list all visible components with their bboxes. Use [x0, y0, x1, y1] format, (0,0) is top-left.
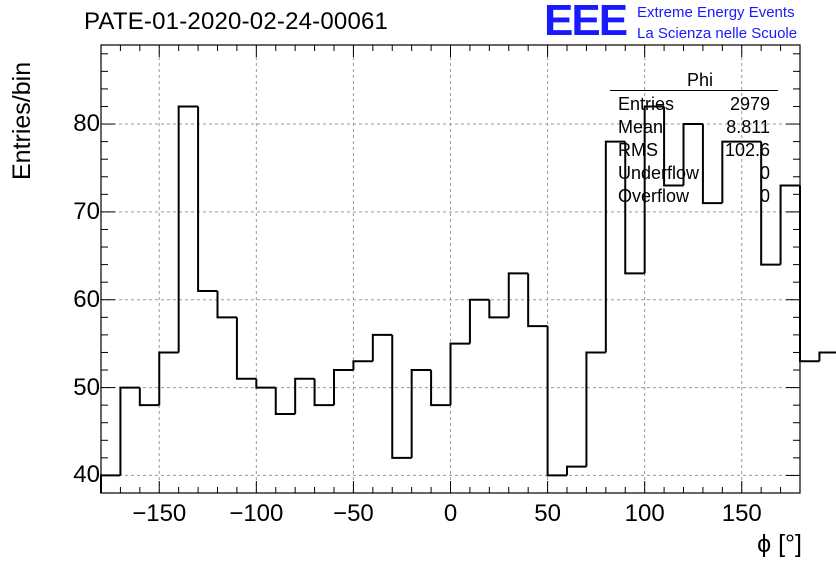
histogram-bin	[643, 105, 665, 274]
histogram-bin	[100, 474, 121, 493]
y-tick-label: 60	[73, 285, 100, 313]
histogram-bin	[468, 298, 490, 344]
histogram-bin	[235, 317, 257, 380]
stats-value: 8.811	[726, 117, 770, 137]
histogram-bin	[527, 273, 548, 328]
histogram-bin	[158, 351, 179, 406]
x-tick-label: −100	[229, 500, 284, 527]
histogram-bin	[197, 106, 218, 292]
x-tick-label: 100	[624, 500, 665, 527]
histogram-bin	[818, 351, 836, 362]
histogram-bin	[371, 333, 393, 362]
y-axis-label: Entries/bin	[8, 61, 36, 180]
x-tick-label: −50	[333, 500, 374, 527]
stats-value: 102.6	[724, 140, 770, 160]
stats-divider	[610, 90, 778, 91]
histogram-bin	[799, 185, 820, 363]
stats-row-rms: RMS 102.6	[610, 139, 778, 162]
histogram-bin	[701, 124, 723, 205]
stats-row-mean: Mean 8.811	[610, 116, 778, 139]
stats-box: Phi Entries 2979 Mean 8.811 RMS 102.6 Un…	[610, 70, 778, 208]
histogram-bin	[507, 272, 529, 318]
histogram-bin	[760, 141, 781, 266]
x-axis-label: ϕ [°]	[757, 530, 802, 558]
stats-value: 2979	[729, 94, 770, 114]
logo-line-2: La Scienza nelle Scuole	[637, 25, 798, 42]
histogram-bin	[313, 378, 334, 407]
plot-frame	[100, 44, 801, 494]
stats-label: RMS	[618, 140, 658, 160]
histogram-bin	[177, 105, 199, 353]
histogram-bin	[430, 370, 451, 407]
histogram-bin	[449, 342, 470, 406]
y-tick-label: 80	[73, 110, 100, 138]
histogram-bin	[138, 387, 160, 407]
x-tick-label: 150	[721, 500, 762, 527]
histogram-bin	[294, 377, 315, 414]
histogram-bin	[624, 141, 645, 275]
histogram-bin	[604, 140, 626, 353]
y-tick-label: 70	[73, 197, 100, 225]
stats-title: Phi	[686, 70, 713, 90]
stats-row-underflow: Underflow 0	[610, 162, 778, 185]
stats-row-overflow: Overflow 0	[610, 185, 778, 208]
stats-label: Entries	[618, 94, 675, 114]
histogram-bin	[391, 334, 412, 459]
stats-value: 0	[759, 186, 770, 206]
histogram-bin	[274, 387, 296, 415]
histogram-bin	[410, 369, 432, 458]
stats-label: Underflow	[618, 163, 700, 183]
histogram-bin	[721, 140, 742, 204]
histogram-bin	[585, 351, 606, 467]
eee-logo: EEE	[544, 0, 628, 45]
logo-line-1: Extreme Energy Events	[637, 4, 795, 21]
histogram-bin	[546, 326, 567, 477]
plot-title: PATE-01-2020-02-24-00061	[84, 8, 389, 35]
stats-label: Mean	[618, 117, 664, 137]
histogram-bin	[779, 184, 800, 265]
histogram-bin	[352, 360, 373, 371]
histogram-bin	[255, 378, 276, 389]
stats-row-entries: Entries 2979	[610, 93, 778, 116]
y-tick-label: 40	[73, 461, 100, 489]
stats-label: Overflow	[618, 186, 690, 206]
x-tick-label: 50	[534, 500, 561, 527]
histogram-bin	[663, 106, 684, 187]
y-tick-label: 50	[73, 373, 100, 401]
histogram-bin	[333, 369, 354, 406]
histogram-bin	[119, 386, 140, 476]
x-tick-label: 0	[443, 500, 458, 527]
histogram-bin	[216, 290, 237, 319]
histogram-bin	[488, 299, 509, 319]
stats-value: 0	[759, 163, 770, 183]
histogram-bin	[682, 123, 703, 186]
x-tick-label: −150	[132, 500, 187, 527]
histogram-bin	[566, 465, 587, 476]
